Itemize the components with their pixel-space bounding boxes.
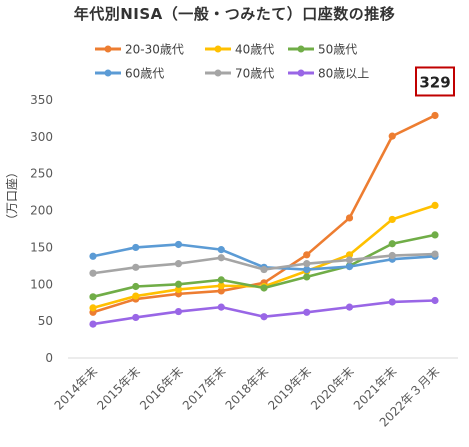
- y-tick-label: 350: [30, 93, 53, 107]
- data-point: [431, 231, 439, 239]
- data-point: [217, 282, 225, 290]
- legend-item: 40歳代: [205, 43, 274, 57]
- data-point: [89, 293, 97, 301]
- data-point: [303, 251, 311, 259]
- y-tick-label: 0: [45, 351, 53, 365]
- data-point: [89, 320, 97, 328]
- data-point: [431, 201, 439, 210]
- data-point: [431, 111, 439, 120]
- x-tick-label: 2014年末: [52, 364, 100, 412]
- data-point: [174, 240, 183, 249]
- data-point: [431, 250, 439, 258]
- x-tick-label: 2017年末: [180, 364, 228, 412]
- data-point: [303, 265, 311, 274]
- legend-item: 20-30歳代: [95, 43, 184, 57]
- y-tick-label: 200: [30, 204, 53, 218]
- data-point: [89, 304, 97, 312]
- x-tick-label: 2019年末: [265, 364, 313, 412]
- data-point: [345, 262, 354, 271]
- data-point: [260, 313, 268, 321]
- data-point: [260, 284, 268, 292]
- data-point: [132, 292, 140, 300]
- x-tick-label: 2018年末: [223, 364, 271, 412]
- data-point: [132, 313, 140, 322]
- callout-value: 329: [419, 73, 450, 91]
- x-tick-label: 2015年末: [94, 364, 142, 412]
- series: [89, 250, 439, 277]
- legend-swatch-marker: [104, 69, 112, 77]
- series-layer: [89, 111, 439, 328]
- data-point: [174, 260, 183, 268]
- chart-title: 年代別NISA（一般・つみたて）口座数の推移: [73, 5, 396, 23]
- legend-swatch-marker: [297, 69, 305, 77]
- data-point: [388, 132, 396, 140]
- x-tick-label: 2016年末: [137, 364, 185, 412]
- series: [89, 231, 439, 301]
- annotation: 329: [415, 66, 455, 97]
- data-point: [303, 260, 311, 268]
- data-point: [388, 298, 396, 306]
- data-point: [431, 296, 439, 305]
- data-point: [260, 265, 268, 274]
- series-line: [91, 299, 437, 326]
- y-tick-label: 150: [30, 240, 53, 254]
- legend-label: 70歳代: [235, 67, 274, 81]
- legend-label: 50歳代: [318, 43, 357, 57]
- data-point: [132, 263, 140, 271]
- x-tick-label: 2020年末: [308, 364, 356, 412]
- legend-label: 80歳以上: [318, 67, 369, 81]
- data-point: [89, 269, 97, 277]
- data-point: [217, 246, 225, 254]
- x-axis: 2014年末2015年末2016年末2017年末2018年末2019年末2020…: [52, 357, 458, 430]
- data-point: [132, 282, 140, 291]
- data-point: [388, 240, 396, 248]
- data-point: [345, 214, 354, 222]
- legend-label: 40歳代: [235, 43, 274, 57]
- y-tick-label: 100: [30, 277, 53, 291]
- y-tick-label: 250: [30, 167, 53, 181]
- legend-swatch-marker: [214, 45, 222, 53]
- data-point: [388, 251, 396, 260]
- data-point: [217, 287, 225, 295]
- data-point: [174, 285, 183, 294]
- data-point: [174, 307, 183, 316]
- legend-item: 60歳代: [95, 67, 164, 81]
- legend-item: 70歳代: [205, 67, 274, 81]
- callout-box: [415, 66, 455, 97]
- data-point: [345, 303, 354, 311]
- legend-label: 20-30歳代: [125, 43, 184, 57]
- y-tick-label: 50: [38, 314, 53, 328]
- data-point: [174, 280, 183, 288]
- data-point: [89, 252, 97, 260]
- y-tick-label: 300: [30, 130, 53, 144]
- data-point: [132, 243, 140, 252]
- y-axis-title: （万口座）: [4, 166, 19, 226]
- data-point: [217, 276, 225, 284]
- legend-swatch-marker: [214, 69, 222, 77]
- data-point: [303, 308, 311, 316]
- y-axis: 0 50 100 150 200 250 300 350 （万口座）: [4, 93, 53, 365]
- data-point: [345, 251, 354, 259]
- legend-item: 80歳以上: [288, 67, 369, 81]
- data-point: [345, 256, 354, 264]
- data-point: [303, 273, 311, 281]
- legend-swatch-marker: [104, 45, 112, 53]
- data-point: [388, 215, 396, 224]
- series: [89, 296, 439, 328]
- legend-item: 50歳代: [288, 43, 357, 57]
- data-point: [217, 303, 225, 311]
- legend-swatch-marker: [297, 45, 305, 53]
- legend-label: 60歳代: [125, 67, 164, 81]
- data-point: [217, 254, 225, 262]
- legend: 20-30歳代 40歳代 50歳代 60歳代 70歳代 80歳以上: [95, 43, 369, 81]
